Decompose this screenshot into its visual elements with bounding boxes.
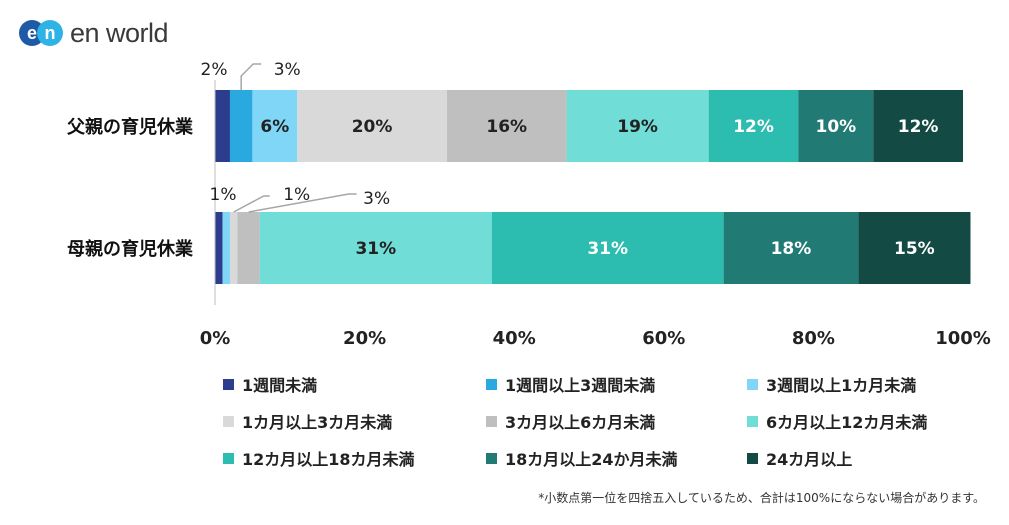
bar-segment: [858, 212, 971, 284]
footnote: *小数点第一位を四捨五入しているため、合計は100%にならない場合があります。: [538, 491, 985, 505]
bar-segment: [566, 90, 709, 162]
x-tick-label: 100%: [935, 328, 991, 349]
data-label: 10%: [815, 117, 856, 137]
data-label: 31%: [355, 239, 396, 259]
bar-segment: [491, 212, 724, 284]
bar-segment: [259, 212, 492, 284]
data-label: 6%: [260, 117, 289, 137]
data-label: 3%: [274, 60, 301, 80]
bar-segment: [873, 90, 963, 162]
data-label: 31%: [587, 239, 628, 259]
category-label: 母親の育児休業: [67, 238, 194, 260]
data-label: 1%: [210, 185, 237, 205]
data-label: 16%: [486, 117, 527, 137]
data-label: 1%: [283, 185, 310, 205]
data-label: 3%: [363, 189, 390, 209]
legend-label: 24カ月以上: [766, 450, 853, 469]
logo-letter-e: e: [27, 23, 37, 43]
callout-line: [240, 63, 262, 90]
legend-item: 3カ月以上6カ月未満: [486, 409, 655, 433]
logo-circle-left: [19, 20, 45, 46]
x-tick-label: 40%: [493, 328, 536, 349]
legend-item: 12カ月以上18カ月未満: [223, 446, 415, 470]
legend-label: 1カ月以上3カ月未満: [242, 413, 393, 432]
legend-swatch: [747, 415, 758, 427]
data-label: 19%: [617, 117, 658, 137]
category-label: 父親の育児休業: [67, 116, 194, 138]
legend-swatch: [747, 452, 758, 464]
callout-line: [233, 195, 270, 213]
legend-item: 1週間未満: [223, 372, 317, 396]
data-label: 18%: [771, 239, 812, 259]
data-label: 12%: [898, 117, 939, 137]
legend-label: 1週間以上3週間未満: [505, 376, 656, 395]
legend-item: 6カ月以上12カ月未満: [747, 409, 927, 433]
data-label: 15%: [894, 239, 935, 259]
legend-item: 3週間以上1カ月未満: [747, 372, 916, 396]
legend-label: 3カ月以上6カ月未満: [505, 413, 656, 432]
enworld-logo-mark: e n: [18, 18, 64, 48]
legend-swatch: [486, 415, 497, 427]
legend-item: 1カ月以上3カ月未満: [223, 409, 392, 433]
bar-segment: [229, 212, 238, 284]
x-tick-label: 0%: [200, 328, 231, 349]
bar-segment: [446, 90, 567, 162]
bar-segment: [798, 90, 874, 162]
legend-label: 12カ月以上18カ月未満: [242, 450, 415, 469]
legend-label: 18カ月以上24か月未満: [505, 450, 678, 469]
bar-segment: [237, 212, 260, 284]
x-tick-label: 60%: [642, 328, 685, 349]
bar-segment: [229, 90, 253, 162]
logo-wordmark: en world: [70, 17, 169, 48]
legend-label: 3週間以上1カ月未満: [766, 376, 917, 395]
callout-line: [248, 193, 357, 213]
bar-segment: [215, 212, 223, 284]
bar-segment: [723, 212, 859, 284]
logo-letter-n: n: [45, 23, 56, 43]
legend-swatch: [223, 452, 234, 464]
bar-segment: [708, 90, 799, 162]
logo-circles-icon: e n: [19, 20, 63, 46]
data-label: 2%: [201, 60, 228, 80]
legend-label: 1週間未満: [242, 376, 318, 395]
x-tick-label: 20%: [343, 328, 386, 349]
data-label: 20%: [352, 117, 393, 137]
data-label: 12%: [733, 117, 774, 137]
legend-swatch: [486, 378, 497, 390]
legend-swatch: [486, 452, 497, 464]
legend-label: 6カ月以上12カ月未満: [766, 413, 928, 432]
logo-circle-right: [37, 20, 63, 46]
bar-segment: [252, 90, 298, 162]
legend-swatch: [223, 378, 234, 390]
legend-swatch: [747, 378, 758, 390]
legend-swatch: [223, 415, 234, 427]
x-tick-label: 80%: [792, 328, 835, 349]
bar-segment: [297, 90, 447, 162]
legend-item: 1週間以上3週間未満: [486, 372, 655, 396]
bar-segment: [215, 90, 230, 162]
legend-item: 24カ月以上: [747, 446, 852, 470]
legend-item: 18カ月以上24か月未満: [486, 446, 678, 470]
enworld-logo: e n en world: [18, 17, 169, 48]
bar-segment: [222, 212, 230, 284]
